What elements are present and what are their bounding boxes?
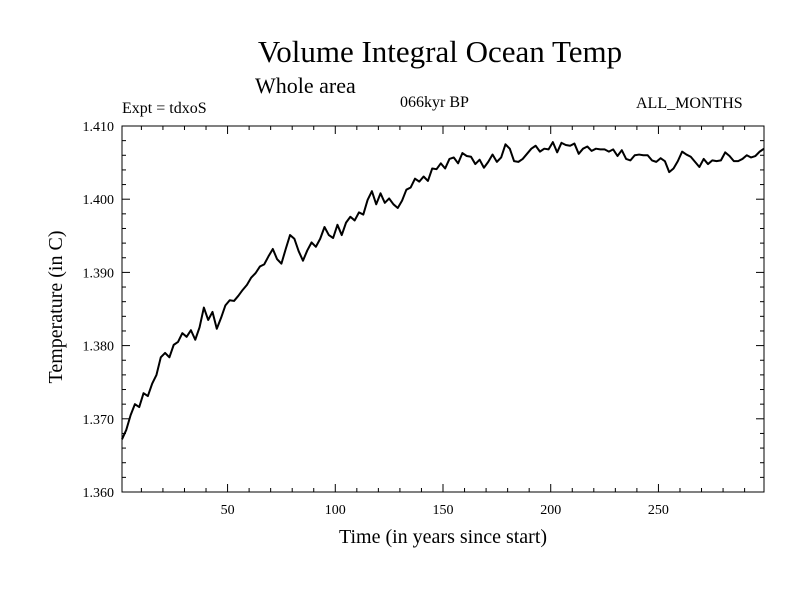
y-tick-label: 1.370 xyxy=(83,413,115,428)
x-axis-label: Time (in years since start) xyxy=(338,526,548,548)
x-tick-label: 200 xyxy=(540,503,561,518)
chart-title: Volume Integral Ocean Temp xyxy=(257,34,623,69)
y-tick-label: 1.380 xyxy=(83,340,115,355)
y-tick-label: 1.400 xyxy=(83,193,115,208)
y-tick-label: 1.390 xyxy=(83,266,115,281)
x-tick-label: 150 xyxy=(433,503,454,518)
x-tick-label: 250 xyxy=(648,503,669,518)
plot-frame xyxy=(121,125,765,493)
period-label: 066kyr BP xyxy=(400,94,469,111)
y-tick-label: 1.410 xyxy=(83,120,115,135)
chart-subtitle: Whole area xyxy=(255,73,356,98)
y-tick-label: 1.360 xyxy=(83,486,115,501)
x-tick-label: 50 xyxy=(221,503,235,518)
experiment-label: Expt = tdxoS xyxy=(122,100,207,117)
x-tick-label: 100 xyxy=(325,503,346,518)
series-line-0 xyxy=(121,141,765,440)
months-label: ALL_MONTHS xyxy=(636,95,743,112)
